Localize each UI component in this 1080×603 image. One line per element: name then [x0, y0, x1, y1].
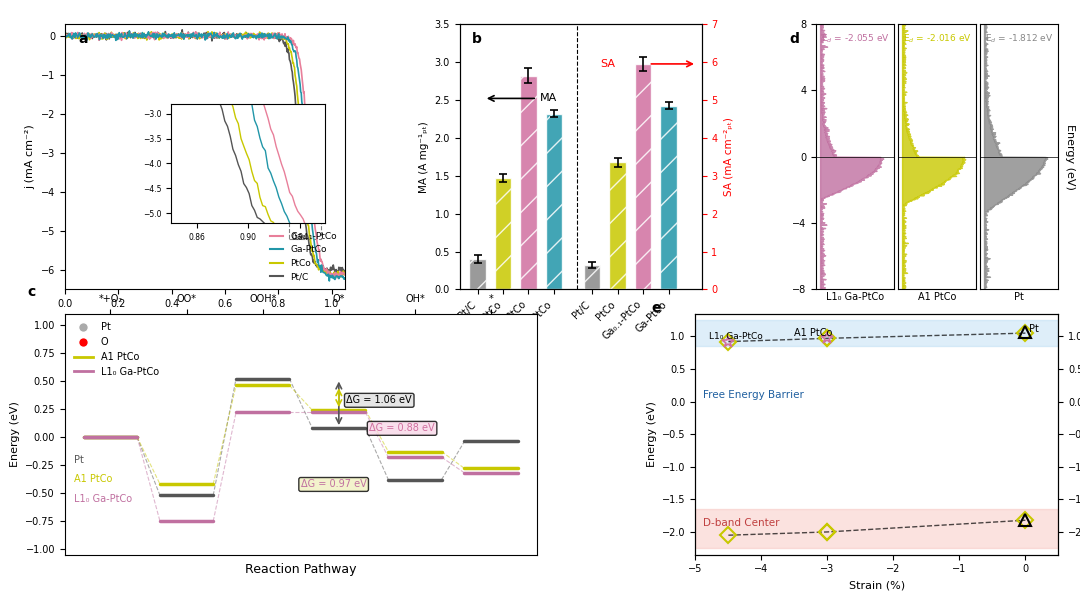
Ga-PtCo — [211, 30, 224, 37]
Line: Pt/C: Pt/C — [65, 30, 345, 273]
Text: Pt: Pt — [1028, 324, 1039, 334]
Pt/C — [323, 270, 336, 277]
Ga-PtCo — [58, 31, 71, 38]
Text: b: b — [472, 32, 482, 46]
Text: ΔG = 0.97 eV: ΔG = 0.97 eV — [300, 479, 366, 490]
Line: Ga₀.₁-PtCo: Ga₀.₁-PtCo — [65, 32, 345, 278]
Text: E$_d$ = -2.016 eV: E$_d$ = -2.016 eV — [903, 32, 972, 45]
Ga-PtCo — [338, 275, 351, 282]
Pt/C — [193, 33, 206, 40]
Ga-PtCo — [323, 277, 336, 285]
Ga₀.₁-PtCo — [192, 31, 205, 39]
PtCo — [226, 32, 239, 39]
Bar — [584, 265, 600, 289]
Text: L1₀ Ga-PtCo: L1₀ Ga-PtCo — [75, 494, 133, 504]
Ga-PtCo — [226, 31, 239, 38]
Pt/C — [333, 265, 346, 272]
Pt/C — [58, 31, 71, 39]
Bar — [660, 106, 677, 289]
PtCo — [326, 274, 339, 281]
Pt/C — [211, 34, 224, 42]
Line: Ga-PtCo: Ga-PtCo — [65, 31, 345, 281]
Pt/C — [176, 26, 189, 33]
Text: Free Energy Barrier: Free Energy Barrier — [703, 390, 804, 400]
Y-axis label: SA (mA cm⁻²ₚₜ): SA (mA cm⁻²ₚₜ) — [724, 118, 733, 196]
Legend: Pt, O, A1 PtCo, L1₀ Ga-PtCo: Pt, O, A1 PtCo, L1₀ Ga-PtCo — [70, 318, 163, 380]
PtCo — [193, 35, 206, 42]
Pt/C — [338, 268, 351, 276]
PtCo — [202, 28, 215, 36]
X-axis label: L1₀ Ga-PtCo: L1₀ Ga-PtCo — [826, 292, 885, 302]
Ga₀.₁-PtCo — [189, 28, 202, 36]
Legend: Ga₀.₁-PtCo, Ga-PtCo, PtCo, Pt/C: Ga₀.₁-PtCo, Ga-PtCo, PtCo, Pt/C — [266, 228, 340, 285]
Ga₀.₁-PtCo — [288, 40, 301, 48]
PtCo — [58, 31, 71, 38]
Text: SA: SA — [600, 59, 616, 69]
Text: ΔG = 0.88 eV: ΔG = 0.88 eV — [369, 423, 435, 434]
Ga₀.₁-PtCo — [226, 32, 239, 39]
Y-axis label: j (mA cm⁻²): j (mA cm⁻²) — [25, 124, 36, 189]
Ga-PtCo — [333, 273, 346, 280]
Bar — [289, 145, 321, 239]
Ga₀.₁-PtCo — [211, 31, 224, 39]
Bar — [469, 259, 486, 289]
Text: ΔG = 1.06 eV: ΔG = 1.06 eV — [347, 396, 413, 405]
X-axis label: E (V vs RHE): E (V vs RHE) — [171, 315, 240, 325]
Text: E$_d$ = -1.812 eV: E$_d$ = -1.812 eV — [985, 32, 1054, 45]
Pt/C — [226, 31, 239, 38]
Y-axis label: Energy (eV): Energy (eV) — [10, 401, 19, 467]
Pt/C — [192, 33, 205, 40]
Text: L1₀ Ga-PtCo: L1₀ Ga-PtCo — [708, 332, 762, 341]
PtCo — [191, 31, 204, 38]
Text: a: a — [79, 32, 89, 46]
Ga₀.₁-PtCo — [193, 33, 206, 40]
Ga₀.₁-PtCo — [333, 270, 346, 277]
PtCo — [211, 33, 224, 40]
Y-axis label: Energy (eV): Energy (eV) — [647, 401, 657, 467]
Ga-PtCo — [288, 47, 301, 54]
Bar — [609, 162, 626, 289]
Bar — [495, 178, 511, 289]
Ga-PtCo — [123, 27, 136, 34]
Text: d: d — [789, 32, 799, 46]
PtCo — [338, 270, 351, 277]
PtCo — [333, 270, 346, 277]
Bar — [545, 113, 563, 289]
Text: A1 PtCo: A1 PtCo — [75, 475, 112, 484]
Y-axis label: Energy (eV): Energy (eV) — [1065, 124, 1075, 190]
X-axis label: Reaction Pathway: Reaction Pathway — [245, 563, 356, 576]
X-axis label: Pt: Pt — [1014, 292, 1024, 302]
Ga-PtCo — [192, 31, 205, 38]
Text: A1 PtCo: A1 PtCo — [795, 329, 833, 338]
Line: PtCo: PtCo — [65, 32, 345, 277]
Bar — [521, 75, 537, 289]
X-axis label: Strain (%): Strain (%) — [849, 580, 905, 590]
X-axis label: A1 PtCo: A1 PtCo — [918, 292, 957, 302]
Text: e: e — [652, 302, 661, 315]
PtCo — [288, 72, 301, 79]
Text: E$_d$ = -2.055 eV: E$_d$ = -2.055 eV — [821, 32, 890, 45]
Ga₀.₁-PtCo — [338, 271, 351, 279]
Ga-PtCo — [193, 33, 206, 40]
Bar — [635, 64, 651, 289]
Ga₀.₁-PtCo — [58, 30, 71, 37]
Text: Pt: Pt — [75, 455, 84, 465]
Text: c: c — [27, 285, 36, 298]
Pt/C — [288, 92, 301, 99]
Text: MA: MA — [540, 93, 557, 103]
Y-axis label: MA (A mg⁻¹ₚₜ): MA (A mg⁻¹ₚₜ) — [419, 121, 429, 192]
Text: D-band Center: D-band Center — [703, 518, 779, 528]
Ga₀.₁-PtCo — [332, 274, 345, 282]
